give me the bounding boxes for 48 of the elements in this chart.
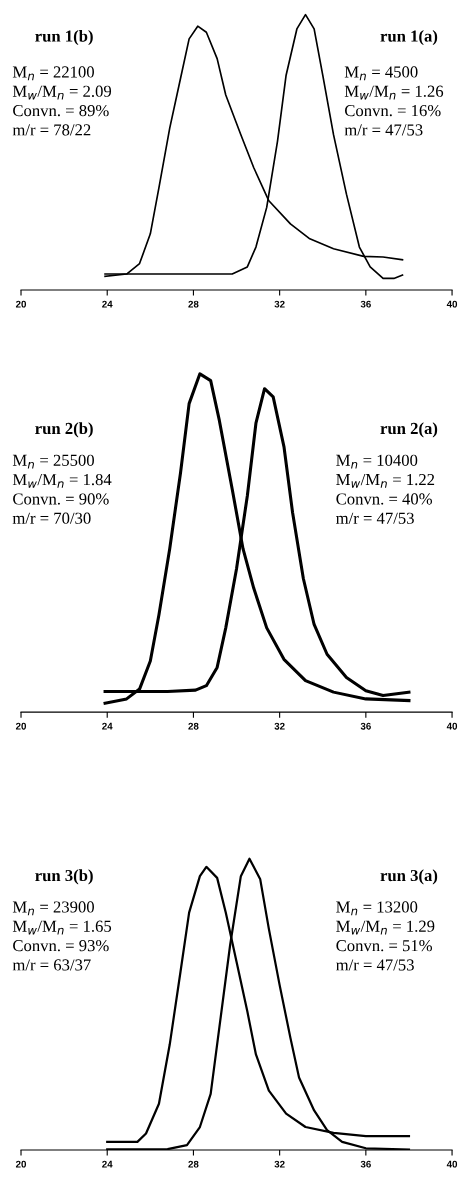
annotation: m/r = 70/30 [12,512,91,524]
annotation: run 3(b) [35,869,93,885]
x-tick-label: 36 [360,1160,371,1168]
x-tick-label: 36 [360,722,371,730]
annotation: m/r = 47/53 [336,959,414,971]
x-tick-label: 36 [360,300,371,308]
annotation: M$_{w}$/M$_{n}$ = 1.26 [344,85,444,100]
x-tick-label: 40 [446,1160,458,1168]
x-tick-label: 20 [15,300,27,308]
annotation: run 1(a) [380,30,438,46]
annotation: M$_{w}$/M$_{n}$ = 1.65 [12,920,112,935]
annotation: M$_{w}$/M$_{n}$ = 2.09 [12,85,112,100]
annotation: run 3(a) [380,869,438,885]
x-tick-label: 28 [188,300,199,308]
annotation: run 2(b) [35,422,93,438]
annotation: run 1(b) [35,30,93,46]
annotation: Convn. = 89% [13,104,109,117]
x-tick-label: 32 [274,1160,285,1168]
x-tick-label: 32 [274,722,285,730]
annotation: M$_{n}$ = 10400 [336,454,418,469]
annotation: run 2(a) [380,422,438,438]
x-tick-label: 28 [188,1160,199,1168]
x-tick-label: 28 [188,722,199,730]
annotation: Convn. = 16% [344,104,441,117]
annotation: m/r = 78/22 [12,124,91,136]
annotation: M$_{n}$ = 22100 [12,66,94,81]
annotation: m/r = 47/53 [336,512,414,524]
x-tick-label: 24 [102,300,113,308]
annotation: M$_{w}$/M$_{n}$ = 1.29 [336,920,435,935]
annotation: m/r = 47/53 [344,124,423,136]
annotation: M$_{n}$ = 23900 [12,901,94,916]
x-tick-label: 24 [102,722,113,730]
annotation: M$_{w}$/M$_{n}$ = 1.22 [336,473,435,488]
annotation: M$_{n}$ = 4500 [344,66,418,81]
annotation: M$_{n}$ = 25500 [12,454,94,469]
x-tick-label: 20 [15,1160,27,1168]
annotation: Convn. = 90% [13,493,109,505]
x-tick-label: 40 [446,722,458,730]
annotation: m/r = 63/37 [12,959,91,971]
x-tick-label: 20 [15,722,27,730]
x-tick-label: 24 [102,1160,113,1168]
annotation: M$_{n}$ = 13200 [336,901,418,916]
x-tick-label: 40 [446,300,458,308]
annotation: Convn. = 40% [336,493,433,505]
x-tick-label: 32 [274,300,285,308]
annotation: M$_{w}$/M$_{n}$ = 1.84 [12,473,112,488]
annotation: Convn. = 51% [336,939,433,952]
annotation: Convn. = 93% [13,939,109,952]
